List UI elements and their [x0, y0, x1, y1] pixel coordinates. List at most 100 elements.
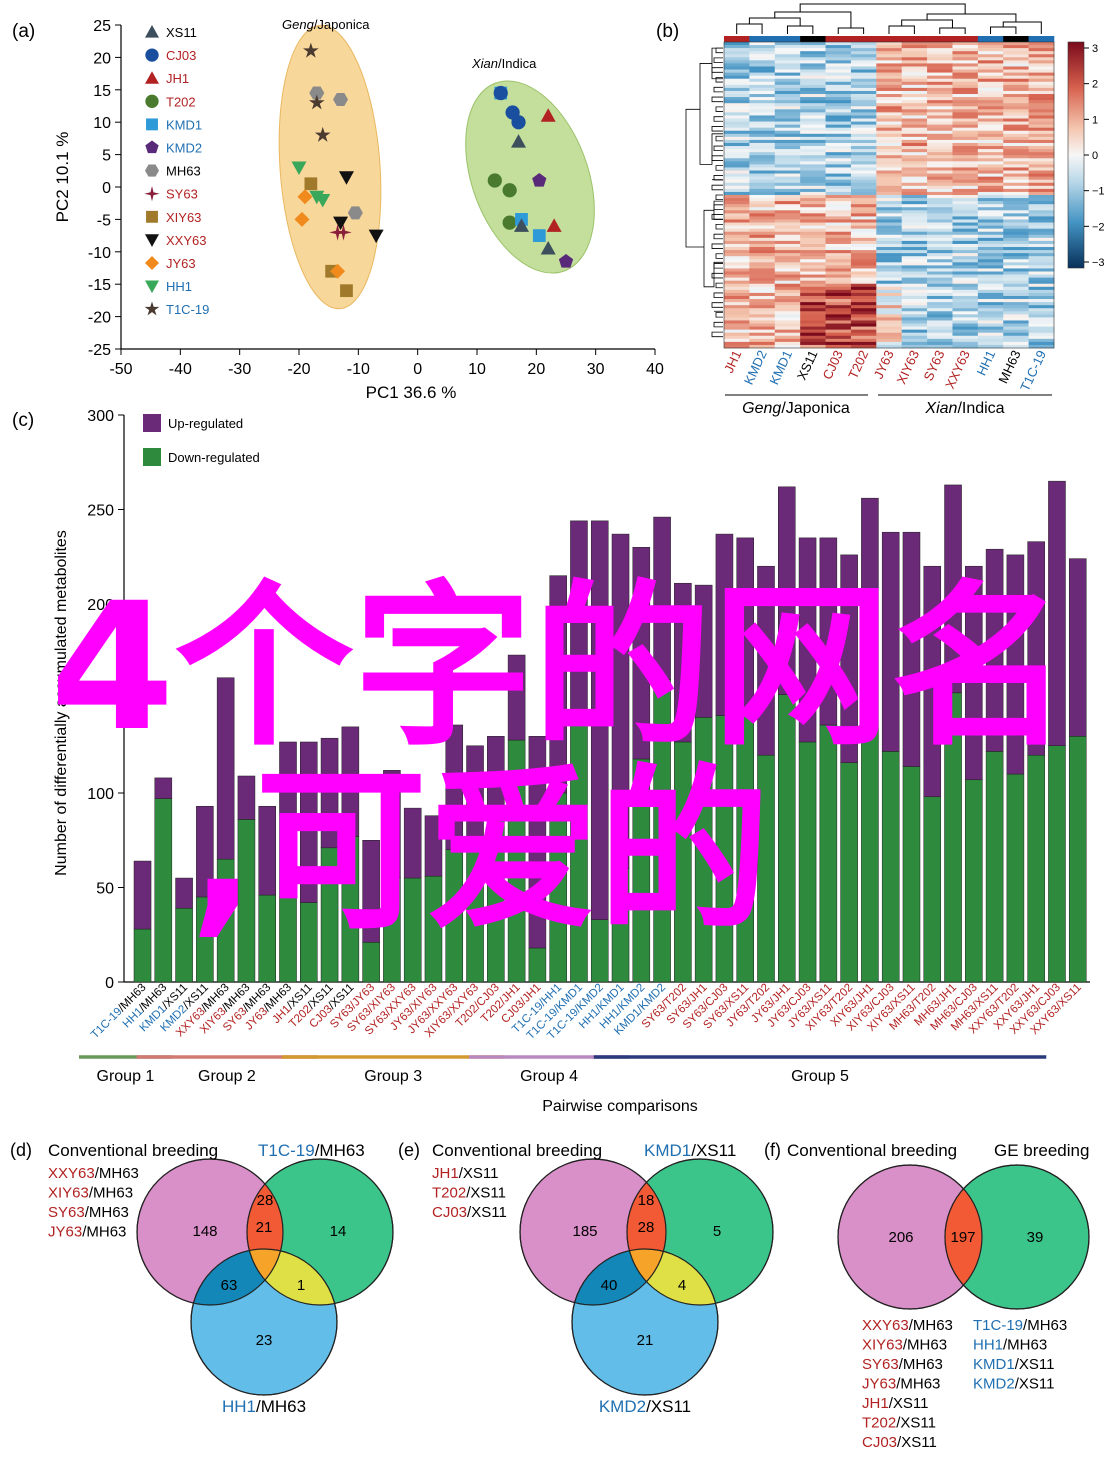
pca-point-diamond [297, 189, 313, 205]
heatmap-column-label: XIY63 [894, 348, 923, 386]
legend-down-label: Down-regulated [168, 450, 260, 465]
pca-y-tick-label: 5 [102, 148, 111, 165]
bar-up-regulated [1068, 558, 1087, 737]
bar-up-regulated [175, 877, 193, 909]
pca-legend-label: SY63 [166, 187, 198, 202]
pca-x-tick-label: -40 [169, 361, 192, 378]
bar-down-regulated [611, 868, 630, 983]
pca-point-hexagon [309, 86, 325, 100]
venn-count-bc: 1 [297, 1277, 305, 1294]
colorbar-tick-label: −1 [1092, 186, 1105, 198]
pca-legend-marker [145, 140, 159, 154]
venn-list-item: XIY63/MH63 [48, 1185, 133, 1202]
bar-down-regulated [674, 741, 692, 983]
panel-d-venn: 148 28 14 21 63 1 23 Conventional breeding T1C-1… [48, 1141, 394, 1416]
bar-down-regulated [300, 902, 318, 983]
bar-down-regulated [694, 717, 713, 983]
pca-legend-label: KMD2 [166, 141, 202, 156]
bar-up-regulated [798, 537, 817, 743]
bar-up-regulated [694, 584, 713, 718]
colorbar-tick-label: 0 [1092, 150, 1098, 162]
bar-down-regulated [341, 836, 360, 983]
pca-y-tick-label: -5 [97, 212, 111, 229]
venn-count-bc: 4 [678, 1277, 686, 1294]
bar-y-tick-label: 250 [87, 503, 114, 520]
bar-up-regulated [1048, 480, 1066, 746]
bar-down-regulated [798, 741, 817, 983]
pca-point-triangle [540, 108, 556, 122]
bar-up-regulated [403, 807, 422, 879]
pca-legend-marker [145, 164, 159, 177]
venn-count-ab: 197 [950, 1229, 975, 1246]
pca-legend-marker [145, 25, 159, 38]
pca-legend-label: JH1 [166, 71, 189, 86]
bar-down-regulated [216, 858, 235, 983]
pca-point-triangle-down [291, 161, 307, 176]
panel-a-pca: Geng/Japonica Xian/Indica -50 -40 -30 -20 -1… [53, 17, 664, 402]
pca-point-pentagon [532, 173, 547, 187]
pca-point-square [340, 284, 353, 298]
bar-up-regulated [590, 520, 609, 920]
venn-count-b-only: 39 [1027, 1229, 1044, 1246]
bar-down-regulated [237, 819, 256, 983]
venn-count-a-only: 148 [192, 1223, 217, 1240]
venn-list-item: JY63/MH63 [862, 1376, 940, 1393]
pca-x-tick-label: 40 [646, 361, 664, 378]
panel-e-label: (e) [398, 1140, 420, 1160]
bar-up-regulated [570, 520, 588, 718]
venn-title-right: GE breeding [994, 1141, 1089, 1160]
venn-count-a-only: 185 [572, 1223, 597, 1240]
pca-x-tick-label: -10 [347, 361, 370, 378]
venn-title-left: Conventional breeding [787, 1141, 957, 1160]
group-label: Group 1 [97, 1068, 155, 1085]
venn-region-ac [191, 1249, 283, 1305]
venn-region-bc [247, 1249, 337, 1305]
bar-up-regulated [445, 724, 464, 850]
venn-list-item: SY63/MH63 [862, 1356, 943, 1373]
venn-count-abc: 28 [638, 1219, 655, 1236]
bar-up-regulated [258, 805, 276, 896]
indica-cluster-ellipse [465, 80, 595, 274]
bar-up-regulated [674, 582, 692, 743]
bar-up-regulated [196, 805, 214, 898]
pca-x-tick-label: -30 [228, 361, 251, 378]
venn-title-right: T1C-19/MH63 [258, 1141, 365, 1160]
pca-y-tick-label: 20 [93, 50, 111, 67]
venn-count-ac: 40 [601, 1277, 618, 1294]
bar-down-regulated [1027, 754, 1045, 983]
pca-y-tick-label: -20 [88, 310, 111, 327]
venn-count-a-only: 206 [888, 1229, 913, 1246]
pca-legend-marker [145, 280, 159, 294]
venn-list-item: HH1/MH63 [973, 1337, 1047, 1354]
venn-count-ac: 63 [221, 1277, 238, 1294]
pca-legend-marker [145, 234, 159, 247]
pca-y-tick-label: -25 [88, 342, 111, 359]
panel-c-label: (c) [12, 410, 34, 431]
venn-list-item: CJ03/XS11 [432, 1204, 507, 1221]
venn-title-left: Conventional breeding [432, 1141, 602, 1160]
venn-title-left: Conventional breeding [48, 1141, 218, 1160]
pca-legend-marker [146, 118, 158, 131]
heatmap-column-label: SY63 [920, 348, 947, 383]
venn-list-item: CJ03/XS11 [862, 1434, 937, 1451]
bar-y-tick-label: 100 [87, 786, 114, 803]
pca-point-circle [493, 85, 508, 101]
pca-legend-label: T202 [166, 94, 196, 109]
bar-down-regulated [403, 877, 422, 983]
bar-up-regulated [154, 777, 173, 799]
column-color-strip [724, 36, 1055, 42]
bar-up-regulated [300, 741, 318, 903]
bar-down-regulated [528, 947, 547, 983]
bar-y-tick-label: 0 [105, 975, 114, 992]
bar-y-tick-label: 150 [87, 692, 114, 709]
pca-legend-marker [144, 301, 160, 316]
bar-y-tick-label: 200 [87, 597, 114, 614]
pca-legend-label: T1C-19 [166, 302, 209, 317]
bar-up-regulated [507, 654, 526, 741]
venn-list-item: XIY63/MH63 [862, 1337, 947, 1354]
bar-up-regulated [611, 533, 630, 869]
pca-point-square [532, 229, 546, 242]
bar-down-regulated [736, 711, 754, 983]
pca-y-tick-label: 25 [93, 18, 111, 35]
